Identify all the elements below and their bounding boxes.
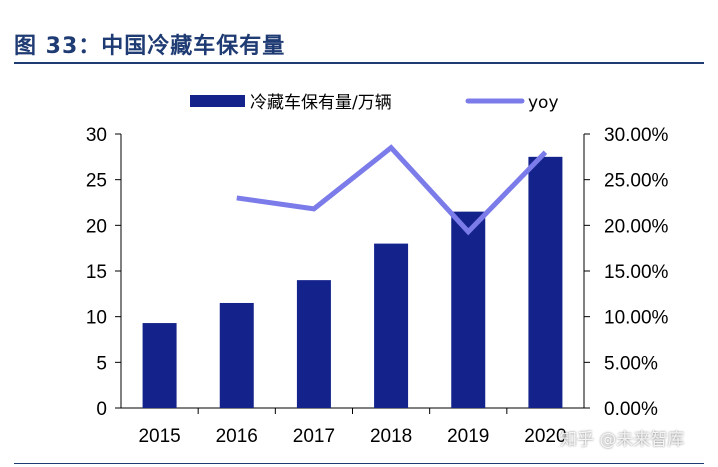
left-tick-label: 15 [86, 262, 107, 283]
right-tick-label: 10.00% [604, 308, 669, 329]
x-tick-label: 2016 [216, 426, 258, 447]
right-tick-label: 5.00% [604, 353, 658, 374]
left-tick-labels: 0 5 10 15 20 25 30 [86, 125, 107, 420]
right-tick-label: 15.00% [604, 262, 669, 283]
legend: 冷藏车保有量/万辆 yoy [190, 93, 559, 113]
bar-series [142, 156, 563, 408]
left-tick-label: 10 [86, 308, 107, 329]
x-tick-label: 2018 [370, 426, 412, 447]
left-tick-label: 30 [86, 125, 107, 146]
left-tick-label: 25 [86, 171, 107, 192]
bar [142, 323, 177, 408]
legend-label-bar: 冷藏车保有量/万辆 [250, 93, 392, 113]
x-tick-label: 2017 [293, 426, 335, 447]
bottom-rule [14, 463, 704, 464]
legend-swatch-bar [190, 95, 245, 107]
title-underline [14, 62, 704, 64]
left-tick-label: 5 [96, 353, 107, 374]
x-tick-label: 2019 [447, 426, 489, 447]
figure-title: 图 33：中国冷藏车保有量 [14, 34, 286, 59]
right-tick-label: 0.00% [604, 399, 658, 420]
right-tick-labels: 0.00% 5.00% 10.00% 15.00% 20.00% 25.00% 30.00% [604, 125, 669, 420]
right-tick-label: 20.00% [604, 216, 669, 237]
axes [115, 133, 590, 414]
left-tick-label: 0 [96, 399, 107, 420]
right-tick-label: 25.00% [604, 171, 669, 192]
line-series [236, 144, 548, 236]
x-tick-label: 2015 [138, 426, 180, 447]
bar [374, 243, 409, 408]
legend-label-line: yoy [528, 93, 559, 113]
left-tick-label: 20 [86, 216, 107, 237]
bar [528, 156, 563, 408]
bar [219, 302, 254, 408]
bar [451, 211, 486, 408]
x-tick-label: 2020 [524, 426, 566, 447]
yoy-line [236, 144, 548, 236]
bar [296, 280, 331, 408]
x-tick-labels: 2015 2016 2017 2018 2019 2020 [138, 426, 566, 447]
watermark: 知乎 @未来智库 [560, 430, 685, 450]
right-tick-label: 30.00% [604, 125, 669, 146]
